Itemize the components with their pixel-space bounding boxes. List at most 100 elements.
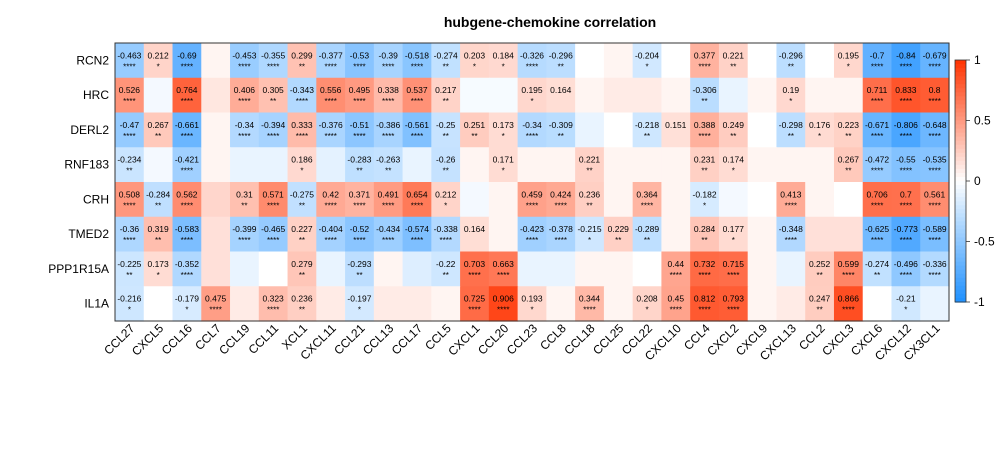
cell-significance-label: ****	[526, 62, 538, 71]
colorbar-segment	[955, 237, 966, 243]
colorbar-tick-label: -0.5	[974, 235, 995, 249]
heatmap-cell	[115, 251, 145, 287]
heatmap-cell	[143, 112, 174, 148]
colorbar-tick-label: 0.5	[974, 114, 991, 128]
cell-value-label: -0.625	[865, 224, 889, 234]
heatmap-cell	[747, 182, 778, 218]
colorbar-segment	[955, 120, 966, 126]
heatmap-cell	[143, 147, 174, 183]
heatmap-cell	[603, 43, 634, 79]
cell-significance-label: **	[644, 236, 650, 245]
cell-value-label: 0.654	[406, 189, 428, 199]
cell-value-label: -0.465	[261, 224, 285, 234]
cell-significance-label: ****	[267, 306, 279, 315]
heatmap-cell	[172, 147, 202, 183]
column-label: CXCL5	[129, 321, 166, 358]
heatmap-cell	[862, 112, 893, 148]
heatmap-cell	[546, 182, 576, 218]
cell-significance-label: *	[904, 306, 907, 315]
cell-significance-label: **	[788, 132, 794, 141]
colorbar-segment	[955, 68, 966, 73]
heatmap-cell	[805, 77, 835, 114]
cell-value-label: -0.179	[175, 294, 199, 304]
heatmap-cell	[747, 251, 778, 287]
cell-value-label: -0.22	[436, 259, 456, 269]
heatmap-cell	[201, 147, 231, 183]
heatmap-cell	[316, 286, 346, 322]
cell-value-label: -0.284	[146, 189, 170, 199]
heatmap-cell	[316, 251, 346, 287]
heatmap-cell	[546, 251, 576, 287]
colorbar-segment	[955, 116, 966, 122]
cell-value-label: -0.52	[350, 224, 370, 234]
cell-value-label: 0.338	[378, 85, 400, 95]
cell-significance-label: **	[644, 132, 650, 141]
cell-value-label: 0.599	[838, 259, 860, 269]
colorbar-segment	[955, 261, 966, 267]
cell-significance-label: ****	[670, 271, 682, 280]
cell-value-label: 0.267	[147, 120, 169, 130]
heatmap-cell	[488, 251, 519, 287]
heatmap-cell	[603, 182, 634, 218]
heatmap-cell	[201, 286, 231, 322]
heatmap-cell	[891, 251, 921, 287]
colorbar-tick-label: 1	[974, 53, 981, 67]
colorbar-segment	[955, 176, 966, 182]
cell-value-label: -0.296	[779, 50, 803, 60]
cell-significance-label: ****	[123, 201, 135, 210]
cell-significance-label: ****	[181, 132, 193, 141]
cell-significance-label: **	[788, 62, 794, 71]
cell-value-label: 0.344	[579, 294, 601, 304]
cell-value-label: 0.236	[291, 294, 313, 304]
heatmap-cell	[115, 286, 145, 322]
heatmap-cell	[718, 182, 749, 218]
heatmap-cell	[287, 147, 317, 183]
cell-significance-label: ****	[324, 236, 336, 245]
heatmap-cell	[690, 77, 720, 114]
heatmap-cell	[920, 216, 950, 253]
heatmap-cell	[718, 77, 749, 114]
heatmap-cell	[632, 147, 663, 183]
heatmap-cell	[287, 112, 317, 148]
colorbar-segment	[955, 104, 966, 109]
heatmap-cell	[402, 251, 432, 287]
heatmap-cell	[345, 147, 375, 183]
cell-value-label: -0.293	[347, 259, 371, 269]
heatmap-cell	[575, 216, 605, 253]
heatmap-cell	[488, 77, 519, 114]
heatmap-cell	[862, 43, 893, 79]
cell-value-label: 0.715	[723, 259, 745, 269]
heatmap-cell	[258, 182, 289, 218]
heatmap-cell	[805, 216, 835, 253]
cell-significance-label: *	[473, 62, 476, 71]
heatmap-cell	[517, 112, 547, 148]
colorbar-segment	[955, 112, 966, 118]
cell-significance-label: ****	[928, 132, 940, 141]
cell-significance-label: ****	[181, 62, 193, 71]
heatmap-cell	[546, 77, 576, 114]
heatmap-cell	[230, 77, 260, 114]
cell-significance-label: **	[443, 62, 449, 71]
colorbar-segment	[955, 193, 966, 198]
heatmap-cell	[402, 112, 432, 148]
cell-significance-label: **	[730, 62, 736, 71]
cell-significance-label: ****	[411, 201, 423, 210]
cell-value-label: -0.215	[577, 224, 601, 234]
heatmap-cell	[345, 286, 375, 322]
cell-value-label: -0.518	[405, 50, 429, 60]
heatmap-cell	[747, 216, 778, 253]
cell-significance-label: ****	[324, 132, 336, 141]
cell-value-label: 0.526	[119, 85, 141, 95]
cell-value-label: 0.561	[924, 189, 946, 199]
heatmap-cell	[460, 112, 490, 148]
heatmap-cell	[373, 251, 404, 287]
cell-value-label: 0.333	[291, 120, 313, 130]
cell-value-label: 0.732	[694, 259, 716, 269]
heatmap-cell	[891, 147, 921, 183]
cell-value-label: -0.25	[436, 120, 456, 130]
heatmap-cell	[690, 43, 720, 79]
cell-value-label: -0.216	[117, 294, 141, 304]
heatmap-cell	[373, 112, 404, 148]
cell-value-label: -0.352	[175, 259, 199, 269]
heatmap-cell	[258, 43, 289, 79]
